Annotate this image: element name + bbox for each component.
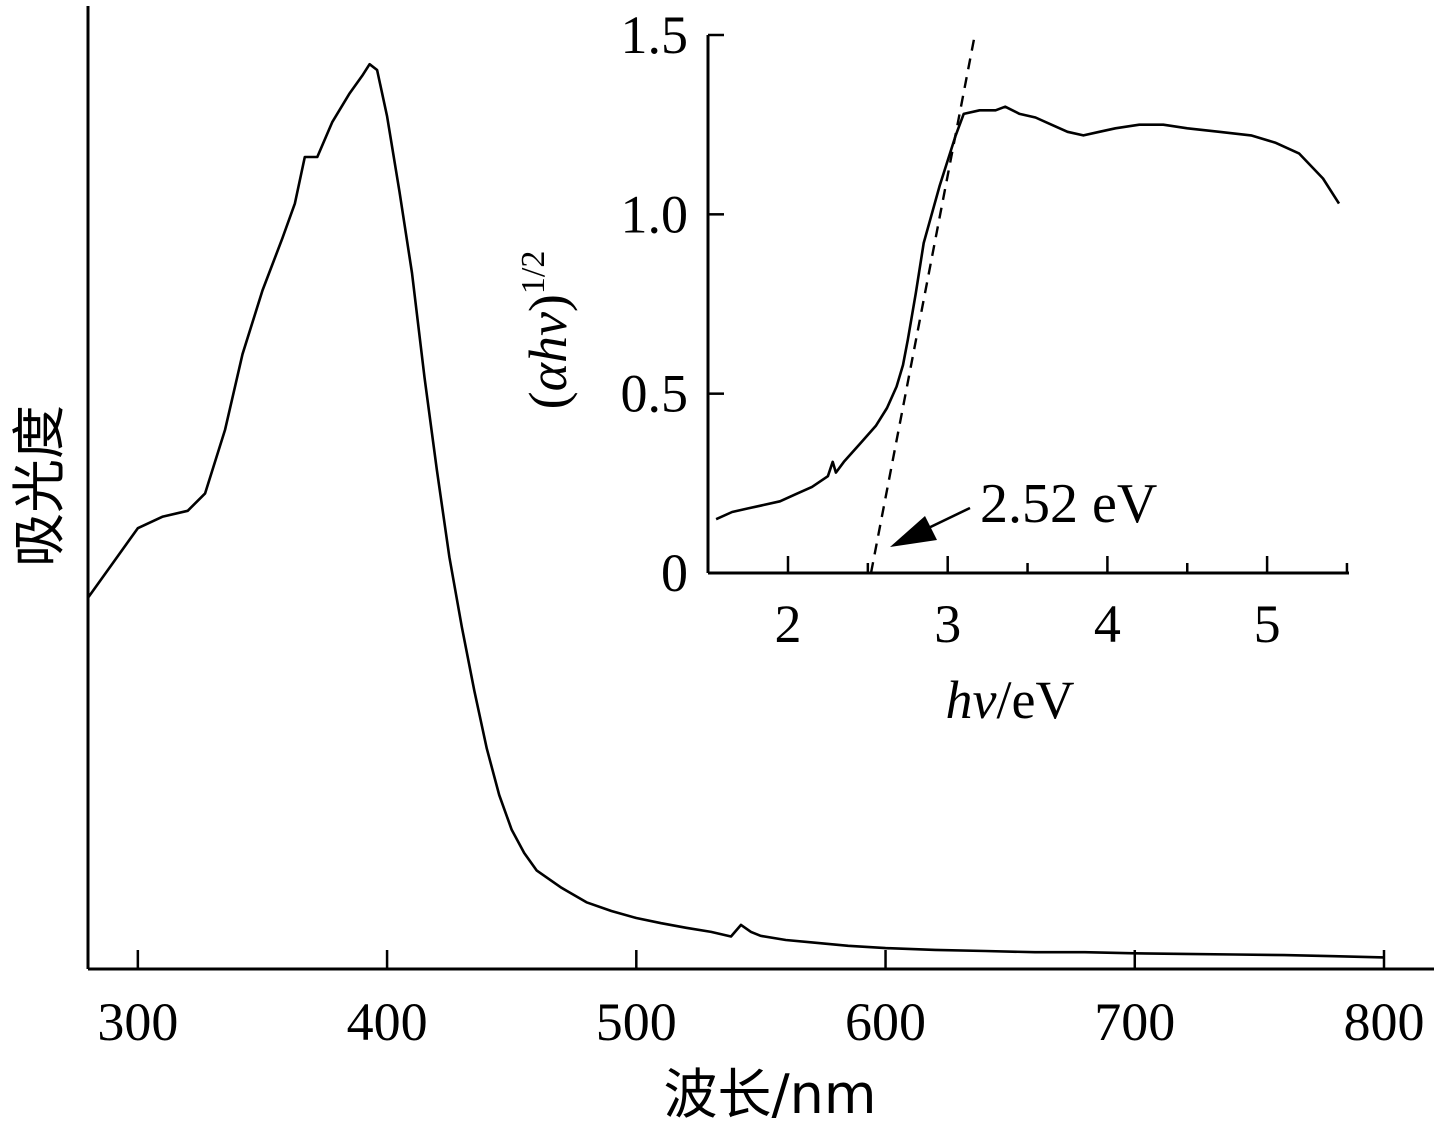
main-x-tick-label: 300 bbox=[97, 992, 178, 1052]
main-x-axis-title: 波长/nm bbox=[663, 1063, 876, 1126]
annotation-arrowhead bbox=[890, 516, 937, 547]
inset-x-tick-label: 3 bbox=[934, 594, 961, 654]
main-x-tick-label: 800 bbox=[1344, 992, 1425, 1052]
inset-ticks bbox=[706, 33, 1349, 575]
inset-tick-labels: 2 3 4 5 0 0.5 1.0 1.5 bbox=[621, 5, 1281, 654]
inset-y-axis-title: (αhv)1/2 bbox=[515, 251, 578, 410]
inset-tauc-fit-line bbox=[869, 34, 976, 574]
inset-x-tick-label: 4 bbox=[1094, 594, 1121, 654]
main-y-axis-title: 吸光度 bbox=[8, 405, 71, 567]
band-gap-annotation: 2.52 eV bbox=[890, 473, 1157, 547]
main-chart: 300 400 500 600 700 800 波长/nm 吸光度 bbox=[8, 6, 1434, 1126]
main-x-tick-label: 700 bbox=[1094, 992, 1175, 1052]
inset-x-tick-label: 2 bbox=[775, 594, 802, 654]
inset-chart: 2 3 4 5 0 0.5 1.0 1.5 hv/eV (αhv)1/2 2.52 eV bbox=[515, 5, 1349, 730]
inset-x-tick-label: 5 bbox=[1254, 594, 1281, 654]
main-x-tick-label: 500 bbox=[596, 992, 677, 1052]
main-x-tick-labels: 300 400 500 600 700 800 bbox=[97, 992, 1424, 1052]
main-absorbance-curve bbox=[86, 62, 1385, 959]
inset-y-tick-label: 1.5 bbox=[621, 5, 689, 65]
inset-x-axis-title: hv/eV bbox=[946, 670, 1075, 730]
main-x-ticks bbox=[136, 950, 1386, 969]
inset-y-tick-label: 0 bbox=[661, 543, 688, 603]
band-gap-label: 2.52 eV bbox=[980, 473, 1157, 535]
inset-y-tick-label: 0.5 bbox=[621, 364, 689, 424]
inset-y-tick-label: 1.0 bbox=[621, 184, 689, 244]
inset-tauc-curve bbox=[715, 105, 1341, 521]
main-x-tick-label: 400 bbox=[347, 992, 428, 1052]
main-x-tick-label: 600 bbox=[845, 992, 926, 1052]
